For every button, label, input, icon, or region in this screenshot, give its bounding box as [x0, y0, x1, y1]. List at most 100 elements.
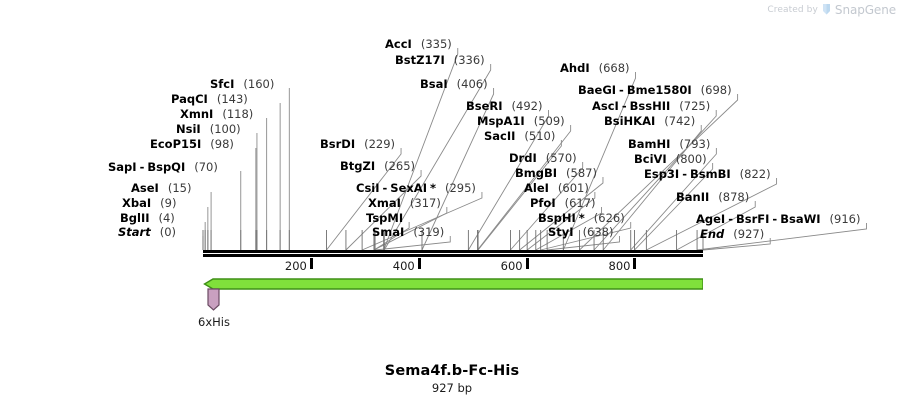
enzyme-site-label[interactable]: BsrDI (229): [320, 137, 395, 151]
enzyme-leader-line: [375, 236, 451, 251]
enzyme-leader-line: [345, 170, 422, 251]
enzyme-name: AccI: [385, 37, 412, 51]
enzyme-cut-position: (100): [209, 122, 241, 136]
enzyme-name: XmnI: [180, 107, 214, 121]
his-tag-label: 6xHis: [198, 315, 230, 329]
enzyme-cut-position: (492): [511, 99, 543, 113]
enzyme-site-label[interactable]: PfoI (617): [530, 196, 596, 210]
enzyme-site-label[interactable]: PaqCI (143): [171, 92, 248, 106]
ruler-tick-label: 600: [500, 259, 523, 273]
enzyme-cut-position: (4): [158, 211, 175, 225]
enzyme-site-label[interactable]: MspA1I (509): [477, 114, 565, 128]
enzyme-leader-line: [547, 236, 620, 251]
enzyme-site-label[interactable]: SmaI (319): [372, 225, 444, 239]
enzyme-name: Esp3I: [644, 167, 680, 181]
enzyme-cut-position: (878): [718, 190, 750, 204]
enzyme-site-label[interactable]: DrdI (570): [509, 151, 577, 165]
enzyme-name: BamHI: [628, 137, 671, 151]
enzyme-site-label[interactable]: AseI (15): [131, 181, 191, 195]
enzyme-labels-layer: Start (0) BglII (4) XbaI (9) AseI (15) SapI - BspQ…: [108, 37, 860, 241]
map-title-block: Sema4f.b-Fc-His 927 bp: [0, 363, 904, 395]
enzyme-name: BsaWI: [780, 212, 821, 226]
enzyme-site-label[interactable]: XmaI (317): [368, 196, 441, 210]
enzyme-cut-position: (601): [557, 181, 589, 195]
enzyme-site-label[interactable]: TspMI: [366, 211, 403, 225]
enzyme-site-label[interactable]: EcoP15I (98): [150, 137, 234, 151]
enzyme-site-label[interactable]: AscI - BssHII (725): [592, 99, 710, 113]
snapgene-logo-icon: [822, 4, 831, 16]
enzyme-site-label[interactable]: Start (0): [118, 225, 176, 239]
enzyme-name: BstZ17I: [395, 53, 445, 67]
enzyme-name: BsrFI: [736, 212, 770, 226]
enzyme-leader-line: [646, 178, 778, 251]
enzyme-site-label[interactable]: StyI (638): [548, 225, 614, 239]
enzyme-leader-line: [477, 125, 572, 251]
ruler-tick-label: 200: [284, 259, 307, 273]
enzyme-cut-position: (9): [160, 196, 177, 210]
enzyme-leader-line: [383, 48, 459, 251]
enzyme-site-label[interactable]: AleI (601): [524, 181, 589, 195]
ruler-tick-label: 800: [608, 259, 631, 273]
enzyme-name: BspQI: [147, 160, 186, 174]
enzyme-name: Start: [118, 225, 151, 239]
enzyme-site-label[interactable]: SapI - BspQI (70): [108, 160, 218, 174]
enzyme-name: AseI: [131, 181, 159, 195]
enzyme-cut-position: (793): [679, 137, 711, 151]
enzyme-leader-line: [373, 222, 410, 251]
enzyme-site-label[interactable]: BsiHKAI (742): [604, 114, 695, 128]
enzyme-site-label[interactable]: SacII (510): [484, 129, 555, 143]
enzyme-name: SapI: [108, 160, 137, 174]
enzyme-leader-line: [519, 177, 604, 251]
enzyme-site-label[interactable]: CsiI - SexAI * (295): [356, 181, 476, 195]
enzyme-name: BciVI: [634, 152, 667, 166]
enzyme-cut-position: (725): [679, 99, 711, 113]
enzyme-leader-line: [634, 163, 714, 251]
enzyme-site-label[interactable]: NsiI (100): [176, 122, 241, 136]
enzyme-leader-line: [467, 110, 549, 251]
enzyme-site-label[interactable]: AhdI (668): [560, 61, 630, 75]
enzyme-name-separator: -: [619, 83, 624, 97]
enzyme-site-label[interactable]: BseRI (492): [466, 99, 542, 113]
enzyme-leader-line: [702, 238, 771, 251]
enzyme-name: BseRI: [466, 99, 503, 113]
enzyme-cut-position: (587): [566, 166, 597, 180]
enzyme-site-label[interactable]: Esp3I - BsmBI (822): [644, 167, 771, 181]
enzyme-site-label[interactable]: BmgBI (587): [515, 166, 597, 180]
enzyme-site-label[interactable]: BtgZI (265): [340, 159, 415, 173]
enzyme-name: PaqCI: [171, 92, 208, 106]
enzyme-site-label[interactable]: BanII (878): [676, 190, 749, 204]
enzyme-name: End: [700, 227, 725, 241]
enzyme-name-separator: -: [682, 167, 687, 181]
enzyme-site-label[interactable]: BspHI * (626): [538, 211, 625, 225]
enzyme-cut-position: (265): [384, 159, 416, 173]
enzyme-cut-position: (70): [194, 160, 218, 174]
enzyme-site-label[interactable]: BstZ17I (336): [395, 53, 485, 67]
enzyme-site-label[interactable]: End (927): [700, 227, 764, 241]
enzyme-cut-position: (570): [545, 151, 577, 165]
watermark-prefix: Created by: [767, 5, 818, 15]
enzyme-site-label[interactable]: BsaI (406): [420, 77, 488, 91]
enzyme-site-label[interactable]: AccI (335): [385, 37, 452, 51]
enzyme-name: BssHII: [629, 99, 671, 113]
enzyme-leader-line: [383, 64, 492, 251]
enzyme-site-label[interactable]: BciVI (800): [634, 152, 707, 166]
enzyme-leader-line: [562, 72, 636, 251]
enzyme-cut-position: (98): [210, 137, 234, 151]
enzyme-cut-position: (143): [216, 92, 248, 106]
enzyme-cut-position: (742): [664, 114, 696, 128]
enzyme-name: BaeGI: [578, 83, 617, 97]
enzyme-site-label[interactable]: XbaI (9): [122, 196, 176, 210]
enzyme-site-label[interactable]: BaeGI - Bme1580I (698): [578, 83, 732, 97]
plasmid-title: Sema4f.b-Fc-His: [384, 363, 520, 379]
enzyme-leader-line: [697, 223, 867, 251]
enzyme-site-label[interactable]: BglII (4): [120, 211, 175, 225]
enzyme-site-label[interactable]: SfcI (160): [210, 77, 274, 91]
enzyme-site-label[interactable]: BamHI (793): [628, 137, 710, 151]
enzyme-site-label[interactable]: XmnI (118): [180, 107, 253, 121]
enzyme-cut-position: (229): [364, 137, 396, 151]
methylation-asterisk: *: [578, 211, 585, 225]
enzyme-leader-line: [421, 88, 495, 251]
enzyme-cut-position: (927): [733, 227, 765, 241]
enzyme-name: DrdI: [509, 151, 537, 165]
enzyme-site-label[interactable]: AgeI - BsrFI - BsaWI (916): [696, 212, 860, 226]
